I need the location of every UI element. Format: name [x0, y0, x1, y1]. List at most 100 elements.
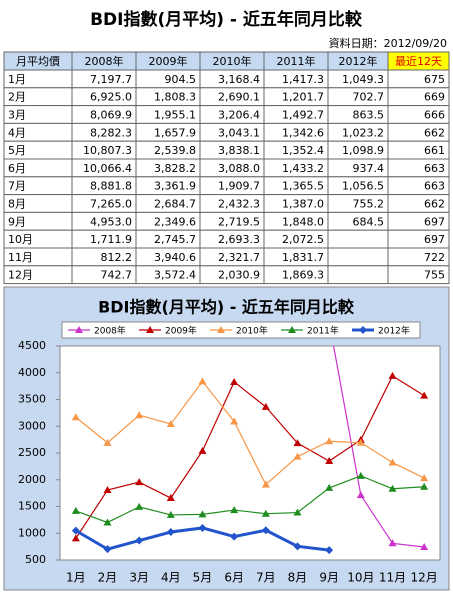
month-label: 8月 — [8, 198, 26, 211]
cell-value: 1,831.7 — [282, 251, 324, 264]
recent-value: 663 — [424, 180, 445, 193]
cell-value: 1,365.5 — [282, 180, 324, 193]
series-line — [75, 475, 425, 524]
header-label: 2009年 — [149, 54, 188, 68]
cell-value: 6,925.0 — [90, 91, 132, 104]
x-tick-label: 6月 — [224, 571, 244, 585]
cell-value: 3,940.6 — [154, 251, 196, 264]
cell-value: 2,684.7 — [154, 198, 196, 211]
x-tick-label: 11月 — [379, 571, 406, 585]
y-tick-label: 4500 — [18, 339, 46, 352]
cell-value: 863.5 — [353, 109, 385, 122]
recent-value: 669 — [424, 91, 445, 104]
cell — [327, 229, 389, 249]
point — [261, 526, 270, 535]
y-tick-label: 2500 — [18, 446, 46, 459]
cell-value: 1,848.0 — [282, 215, 324, 228]
cell-value: 7,265.0 — [90, 198, 132, 211]
legend-label: 2012年 — [378, 325, 410, 337]
cell-value: 2,072.5 — [282, 233, 324, 246]
recent-value: 662 — [424, 126, 445, 139]
point — [71, 526, 80, 535]
point — [166, 528, 175, 537]
x-tick-label: 1月 — [66, 571, 86, 585]
point — [325, 457, 334, 465]
point — [103, 545, 112, 554]
cell — [327, 265, 389, 285]
cell-value: 1,201.7 — [282, 91, 324, 104]
point — [198, 523, 207, 532]
point — [293, 439, 302, 447]
cell-value: 2,030.9 — [218, 269, 260, 282]
series-line — [75, 380, 425, 486]
cell-value: 2,539.8 — [154, 144, 196, 157]
cell-value: 4,953.0 — [90, 215, 132, 228]
x-tick-label: 3月 — [129, 571, 149, 585]
cell-value: 2,432.3 — [218, 198, 260, 211]
x-tick-label: 10月 — [347, 571, 374, 585]
cell-value: 10,807.3 — [83, 144, 132, 157]
point — [325, 483, 334, 491]
y-tick-label: 4000 — [18, 366, 46, 379]
cell-value: 2,693.3 — [218, 233, 260, 246]
point — [388, 539, 397, 547]
point — [230, 417, 239, 425]
point — [388, 371, 397, 379]
x-tick-label: 4月 — [161, 571, 181, 585]
cell-value: 742.7 — [101, 269, 133, 282]
cell-value: 3,088.0 — [218, 162, 260, 175]
cell-value: 1,352.4 — [282, 144, 324, 157]
point — [135, 536, 144, 545]
plot-series — [71, 346, 429, 555]
chart-title: BDI指數(月平均) - 近五年同月比較 — [98, 298, 355, 317]
month-label: 9月 — [8, 215, 26, 228]
cell-value: 1,955.1 — [154, 109, 196, 122]
cell-value: 3,828.2 — [154, 162, 196, 175]
cell — [387, 265, 450, 285]
recent-value: 666 — [424, 109, 445, 122]
x-tick-label: 12月 — [411, 571, 438, 585]
x-tick-label: 9月 — [319, 571, 339, 585]
point — [135, 478, 144, 486]
header-label: 2011年 — [277, 54, 316, 68]
y-tick-label: 1500 — [18, 500, 46, 513]
point — [293, 452, 302, 460]
cell-value: 755.2 — [353, 198, 385, 211]
cell-value: 3,361.9 — [154, 180, 196, 193]
recent-value: 662 — [424, 198, 445, 211]
point — [103, 486, 112, 494]
point — [356, 438, 365, 446]
cell-value: 1,657.9 — [154, 126, 196, 139]
recent-value: 755 — [424, 269, 445, 282]
month-label: 12月 — [8, 269, 33, 282]
recent-value: 722 — [424, 251, 445, 264]
legend-marker — [75, 326, 83, 333]
header-label: 月平均價 — [16, 54, 60, 68]
point — [388, 458, 397, 466]
cell-value: 1,342.6 — [282, 126, 324, 139]
point — [420, 474, 429, 482]
point — [198, 377, 207, 385]
point — [135, 502, 144, 510]
point — [230, 377, 239, 385]
month-label: 10月 — [8, 233, 33, 246]
legend — [61, 321, 421, 339]
cell-value: 1,056.5 — [342, 180, 384, 193]
point — [388, 484, 397, 492]
x-tick-label: 5月 — [193, 571, 213, 585]
cell-value: 702.7 — [353, 91, 385, 104]
recent-value: 675 — [424, 73, 445, 86]
cell-value: 8,881.8 — [90, 180, 132, 193]
cell-value: 1,023.2 — [342, 126, 384, 139]
legend-marker — [288, 326, 296, 333]
month-label: 6月 — [8, 162, 26, 175]
cell-value: 10,066.4 — [83, 162, 132, 175]
cell-value: 2,745.7 — [154, 233, 196, 246]
legend-marker — [217, 326, 225, 333]
month-label: 4月 — [8, 126, 26, 139]
cell-value: 1,492.7 — [282, 109, 324, 122]
point — [71, 413, 80, 421]
recent-value: 697 — [424, 215, 445, 228]
cell-value: 3,572.4 — [154, 269, 196, 282]
cell-value: 1,098.9 — [342, 144, 384, 157]
